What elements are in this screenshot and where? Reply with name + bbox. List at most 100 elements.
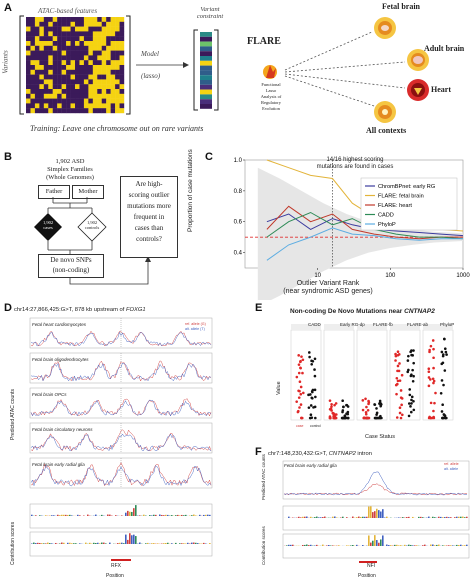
facet-1: Early RG-dp	[340, 322, 365, 327]
data-point	[377, 416, 381, 420]
data-point	[429, 401, 433, 405]
data-point	[432, 347, 435, 351]
data-point	[440, 362, 444, 366]
data-point	[441, 354, 445, 358]
features-label: ATAC-based features	[38, 7, 98, 15]
data-point	[364, 397, 367, 401]
data-point	[364, 410, 368, 414]
all-contexts-icon	[374, 101, 396, 123]
data-point	[340, 416, 344, 420]
data-point	[398, 362, 401, 365]
data-point	[432, 356, 435, 360]
legend-ref: ref. allele (G)	[185, 322, 206, 326]
data-point	[394, 352, 397, 356]
data-point	[395, 376, 399, 380]
data-point	[398, 379, 402, 382]
confidence-band	[257, 167, 463, 300]
model-label: Model	[141, 50, 159, 58]
data-point	[427, 370, 431, 374]
track-signal	[30, 433, 212, 452]
data-point	[367, 402, 370, 406]
data-point	[439, 391, 443, 395]
panel-d-letter: D	[4, 302, 12, 314]
mother-box: Mother	[72, 185, 104, 199]
data-point	[400, 403, 403, 407]
chart-ylabel: Proportion of case mutations	[187, 149, 194, 232]
data-point	[295, 400, 298, 403]
data-point	[412, 408, 416, 412]
data-point	[299, 385, 303, 389]
data-point	[330, 409, 333, 412]
data-point	[440, 379, 444, 382]
model-sub-label: (lasso)	[141, 72, 161, 80]
controls-label: 1,902 controls	[84, 220, 100, 230]
facet-0: CADD	[308, 322, 321, 327]
question-box: Are high- scoring outlier mutations more…	[120, 176, 178, 258]
heart-icon	[407, 79, 429, 101]
series-line-2	[266, 205, 463, 240]
data-point	[442, 383, 445, 387]
data-point	[309, 413, 313, 417]
data-point	[298, 380, 302, 383]
data-point	[361, 408, 365, 412]
panel-e-title: Non-coding De Novo Mutations near CNTNAP…	[290, 308, 435, 315]
legend-entry-2: FLARE: heart	[378, 203, 412, 209]
data-point	[299, 366, 302, 370]
data-point	[427, 384, 431, 388]
data-point	[442, 337, 446, 341]
case-diamond	[34, 213, 62, 241]
track-label-2: Fetal brain OPCs	[32, 392, 67, 397]
data-point	[333, 413, 337, 416]
data-point	[440, 350, 444, 354]
data-point	[396, 369, 399, 373]
data-point	[432, 366, 435, 370]
data-point	[297, 396, 301, 399]
panel-f-track-label: Fetal brain early radial glia	[284, 463, 337, 468]
panel-e-strip-plot	[290, 324, 454, 421]
pedigree-graphic	[34, 197, 151, 285]
legend-entry-1: FLARE: fetal brain	[378, 194, 424, 200]
facet-frame	[323, 329, 355, 421]
data-point	[395, 416, 399, 419]
constraint-label: Variant constraint	[196, 6, 224, 20]
context-fetal-brain: Fetal brain	[382, 2, 420, 11]
facet-strip	[390, 324, 420, 330]
panel-d-ylabel: Predicted ATAC counts	[10, 389, 16, 440]
x-tick-label: 1000	[456, 273, 470, 279]
data-point	[309, 404, 313, 407]
panel-f-motif: NFI	[367, 563, 376, 569]
data-point	[410, 395, 414, 399]
data-point	[394, 359, 397, 362]
data-point	[410, 402, 413, 405]
data-point	[379, 403, 383, 406]
data-point	[395, 392, 398, 396]
data-point	[398, 411, 402, 415]
data-point	[297, 371, 301, 375]
data-point	[330, 402, 333, 406]
data-point	[314, 416, 317, 420]
data-point	[307, 406, 311, 409]
facet-strip	[357, 324, 387, 330]
facet-frame	[290, 329, 322, 421]
data-point	[406, 370, 410, 374]
facet-2: FLARE-fb	[373, 322, 393, 327]
panel-a-letter: A	[4, 2, 12, 14]
data-point	[307, 351, 311, 354]
data-point	[400, 373, 404, 377]
data-point	[365, 405, 368, 409]
data-point	[406, 359, 410, 362]
data-point	[427, 416, 431, 420]
data-point	[432, 381, 435, 385]
data-point	[399, 389, 403, 392]
panel-d-motif: RFX	[111, 563, 121, 569]
data-point	[429, 344, 433, 348]
panel-b-letter: B	[4, 151, 12, 163]
snps-box: De novo SNPs (non-coding)	[38, 254, 104, 278]
data-point	[311, 396, 314, 400]
data-point	[311, 390, 314, 394]
panel-a-graphic	[19, 15, 429, 123]
track-label-3: Fetal brain circulatory neurons	[32, 427, 93, 432]
panel-f-tracks	[282, 460, 470, 563]
data-point	[295, 375, 299, 379]
data-point	[314, 395, 317, 399]
